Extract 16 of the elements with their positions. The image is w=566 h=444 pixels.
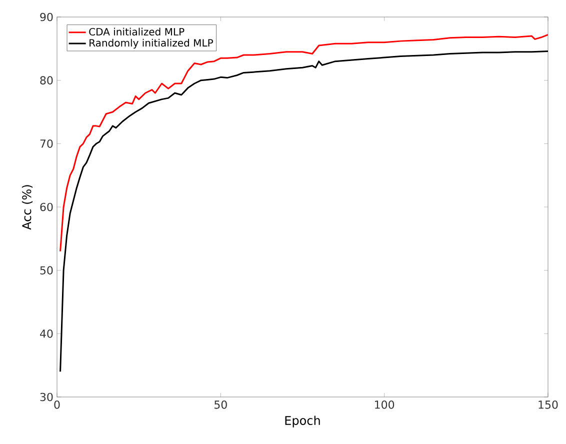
x-tick-label: 100 (375, 400, 394, 409)
y-tick-label: 70 (40, 140, 53, 148)
y-tick-label: 90 (40, 12, 53, 22)
x-tick-label: 150 (538, 400, 558, 409)
x-axis-title: Epoch (285, 416, 320, 428)
line-series (60, 34, 548, 252)
y-tick-label: 60 (40, 202, 53, 212)
legend-label: Randomly initialized MLP (90, 38, 213, 49)
y-tick-label: 40 (40, 330, 53, 338)
legend-label: CDA initialized MLP (89, 28, 184, 36)
y-tick-label: 80 (40, 76, 53, 84)
x-tick-label: 0 (54, 400, 60, 409)
y-axis-title: Acc (%) (22, 185, 33, 230)
x-tick-label: 50 (214, 400, 227, 409)
y-tick-label: 30 (40, 392, 53, 402)
y-tick-label: 50 (40, 266, 53, 274)
